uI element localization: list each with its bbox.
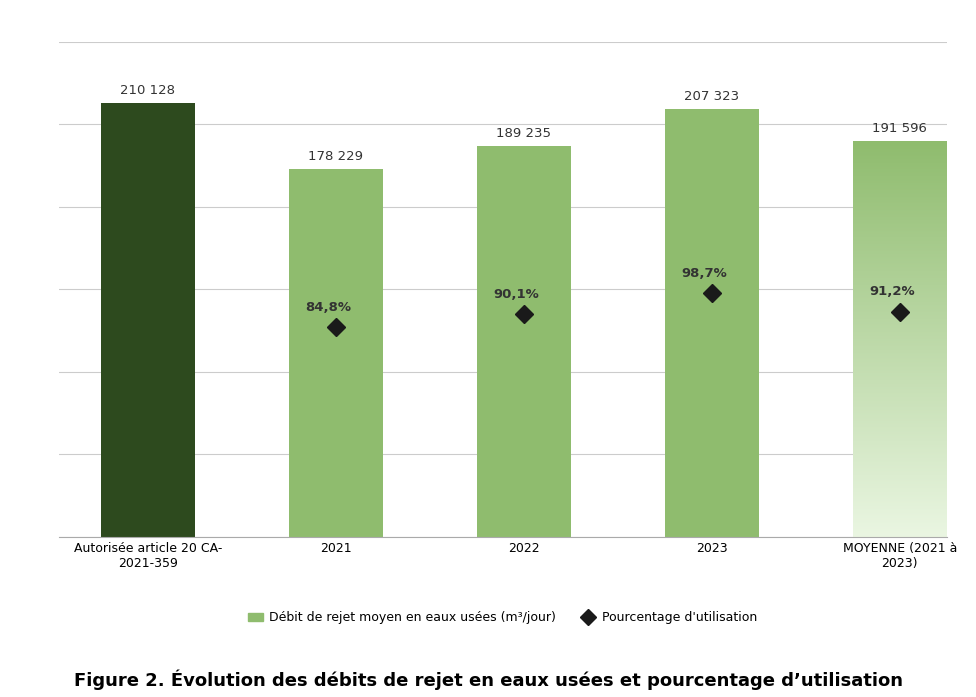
Text: 189 235: 189 235 <box>496 128 551 140</box>
Text: 90,1%: 90,1% <box>494 288 539 301</box>
Text: Figure 2. Évolution des débits de rejet en eaux usées et pourcentage d’utilisati: Figure 2. Évolution des débits de rejet … <box>73 670 903 690</box>
Legend: Débit de rejet moyen en eaux usées (m³/jour), Pourcentage d'utilisation: Débit de rejet moyen en eaux usées (m³/j… <box>243 606 762 629</box>
Text: 98,7%: 98,7% <box>681 267 727 279</box>
Text: 84,8%: 84,8% <box>305 301 351 314</box>
Text: 210 128: 210 128 <box>120 84 176 97</box>
Bar <box>101 103 195 537</box>
Bar <box>477 146 571 537</box>
Text: 178 229: 178 229 <box>308 150 363 163</box>
Text: 91,2%: 91,2% <box>870 285 915 298</box>
Bar <box>665 109 758 537</box>
Text: 207 323: 207 323 <box>684 90 739 103</box>
Text: 191 596: 191 596 <box>873 123 927 135</box>
Bar <box>289 169 383 537</box>
